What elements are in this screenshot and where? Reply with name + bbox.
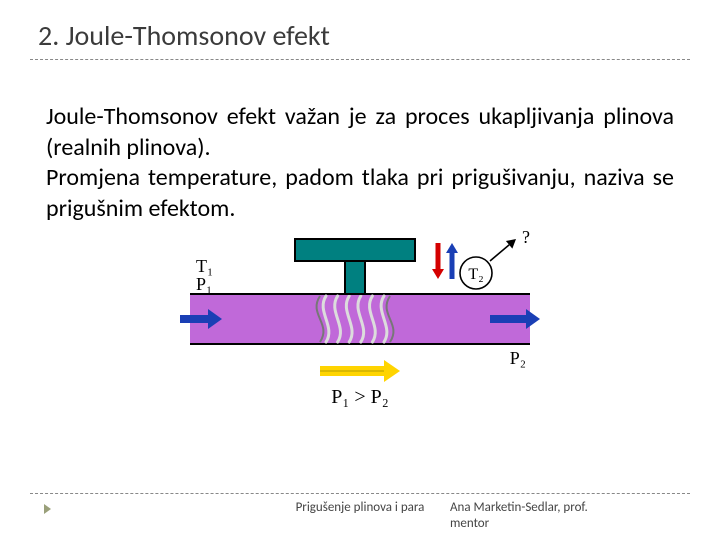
diagram-container: T₂? T₁P₁ P₂ P₁ > P₂ [0, 229, 720, 419]
svg-text:P₁: P₁ [196, 274, 212, 294]
body-text: Joule-Thomsonov efekt važan je za proces… [0, 60, 720, 225]
svg-text:P₁ > P₂: P₁ > P₂ [331, 386, 388, 408]
slide-title: 2. Joule-Thomsonov efekt [38, 18, 330, 53]
svg-text:?: ? [522, 229, 530, 247]
title-row: 2. Joule-Thomsonov efekt [0, 0, 720, 53]
svg-text:T₁: T₁ [196, 256, 213, 276]
joule-thomson-diagram: T₂? T₁P₁ P₂ P₁ > P₂ [160, 229, 560, 419]
svg-text:T₂: T₂ [468, 266, 483, 283]
svg-text:P₂: P₂ [510, 348, 526, 368]
footer-role: mentor [450, 516, 489, 531]
body-paragraph-2: Promjena temperature, padom tlaka pri pr… [46, 163, 674, 223]
footer: Prigušenje plinova i para Ana Marketin-S… [30, 498, 690, 534]
slide: 2. Joule-Thomsonov efekt Joule-Thomsonov… [0, 0, 720, 540]
footer-divider [30, 493, 690, 494]
footer-right: Ana Marketin-Sedlar, prof. mentor [450, 500, 620, 531]
body-paragraph-1: Joule-Thomsonov efekt važan je za proces… [46, 102, 674, 162]
footer-author: Ana Marketin-Sedlar, prof. [450, 500, 588, 515]
